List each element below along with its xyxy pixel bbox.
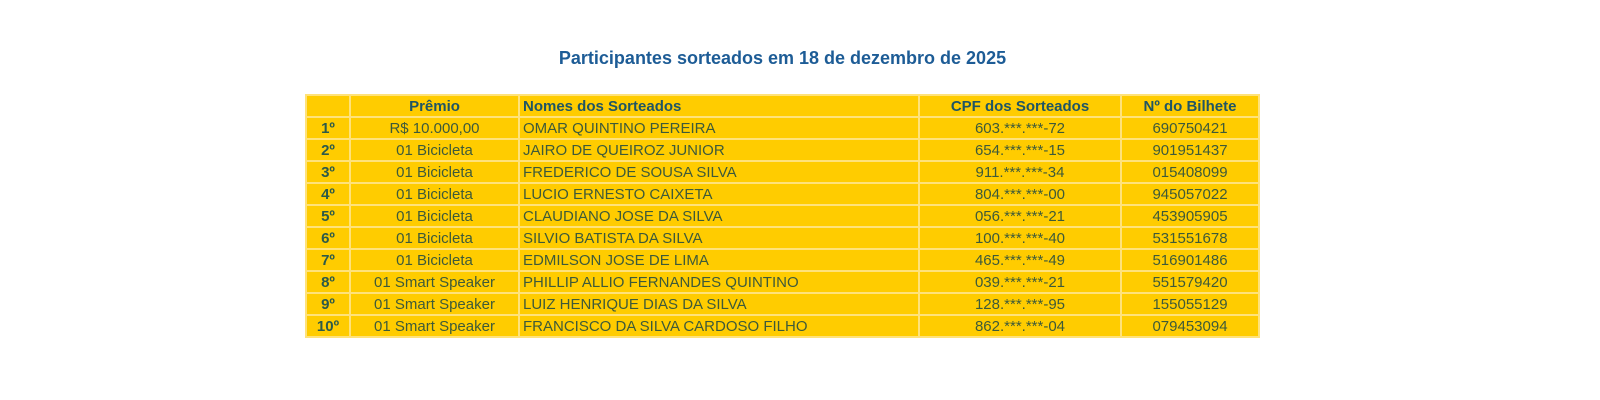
- cell-cpf: 128.***.***-95: [920, 294, 1120, 314]
- cell-name: FREDERICO DE SOUSA SILVA: [520, 162, 918, 182]
- cell-prize: 01 Smart Speaker: [351, 316, 518, 336]
- cell-cpf: 056.***.***-21: [920, 206, 1120, 226]
- cell-ticket: 551579420: [1122, 272, 1258, 292]
- cell-rank: 1º: [307, 118, 349, 138]
- table-row: 7º 01 Bicicleta EDMILSON JOSE DE LIMA 465.*…: [307, 250, 1258, 270]
- cell-cpf: 465.***.***-49: [920, 250, 1120, 270]
- cell-cpf: 039.***.***-21: [920, 272, 1120, 292]
- cell-cpf: 911.***.***-34: [920, 162, 1120, 182]
- cell-ticket: 079453094: [1122, 316, 1258, 336]
- cell-prize: 01 Smart Speaker: [351, 294, 518, 314]
- cell-ticket: 690750421: [1122, 118, 1258, 138]
- cell-prize: 01 Smart Speaker: [351, 272, 518, 292]
- cell-cpf: 654.***.***-15: [920, 140, 1120, 160]
- cell-rank: 9º: [307, 294, 349, 314]
- header-ticket: Nº do Bilhete: [1122, 96, 1258, 116]
- header-row: Prêmio Nomes dos Sorteados CPF dos Sorte…: [307, 96, 1258, 116]
- table-row: 5º 01 Bicicleta CLAUDIANO JOSE DA SILVA 056…: [307, 206, 1258, 226]
- cell-prize: 01 Bicicleta: [351, 206, 518, 226]
- cell-ticket: 516901486: [1122, 250, 1258, 270]
- table-row: 1º R$ 10.000,00 OMAR QUINTINO PEREIRA 603.*…: [307, 118, 1258, 138]
- cell-ticket: 155055129: [1122, 294, 1258, 314]
- cell-name: LUCIO ERNESTO CAIXETA: [520, 184, 918, 204]
- cell-name: PHILLIP ALLIO FERNANDES QUINTINO: [520, 272, 918, 292]
- cell-rank: 2º: [307, 140, 349, 160]
- table-row: 6º 01 Bicicleta SILVIO BATISTA DA SILVA 100…: [307, 228, 1258, 248]
- cell-rank: 6º: [307, 228, 349, 248]
- cell-rank: 7º: [307, 250, 349, 270]
- winners-table: Prêmio Nomes dos Sorteados CPF dos Sorte…: [305, 94, 1260, 338]
- cell-prize: 01 Bicicleta: [351, 162, 518, 182]
- cell-ticket: 453905905: [1122, 206, 1258, 226]
- cell-name: EDMILSON JOSE DE LIMA: [520, 250, 918, 270]
- table-row: 10º 01 Smart Speaker FRANCISCO DA SILVA CA…: [307, 316, 1258, 336]
- cell-rank: 8º: [307, 272, 349, 292]
- cell-prize: 01 Bicicleta: [351, 228, 518, 248]
- cell-ticket: 015408099: [1122, 162, 1258, 182]
- cell-ticket: 901951437: [1122, 140, 1258, 160]
- cell-name: OMAR QUINTINO PEREIRA: [520, 118, 918, 138]
- cell-cpf: 100.***.***-40: [920, 228, 1120, 248]
- table-row: 2º 01 Bicicleta JAIRO DE QUEIROZ JUNIOR 654…: [307, 140, 1258, 160]
- table-row: 8º 01 Smart Speaker PHILLIP ALLIO FERNANDE…: [307, 272, 1258, 292]
- header-prize: Prêmio: [351, 96, 518, 116]
- cell-prize: 01 Bicicleta: [351, 250, 518, 270]
- cell-cpf: 804.***.***-00: [920, 184, 1120, 204]
- cell-rank: 4º: [307, 184, 349, 204]
- header-name: Nomes dos Sorteados: [520, 96, 918, 116]
- cell-rank: 10º: [307, 316, 349, 336]
- cell-prize: 01 Bicicleta: [351, 140, 518, 160]
- cell-name: SILVIO BATISTA DA SILVA: [520, 228, 918, 248]
- cell-cpf: 862.***.***-04: [920, 316, 1120, 336]
- cell-name: FRANCISCO DA SILVA CARDOSO FILHO: [520, 316, 918, 336]
- table-row: 4º 01 Bicicleta LUCIO ERNESTO CAIXETA 804.*…: [307, 184, 1258, 204]
- cell-name: JAIRO DE QUEIROZ JUNIOR: [520, 140, 918, 160]
- table-row: 9º 01 Smart Speaker LUIZ HENRIQUE DIAS DA …: [307, 294, 1258, 314]
- cell-rank: 5º: [307, 206, 349, 226]
- cell-name: LUIZ HENRIQUE DIAS DA SILVA: [520, 294, 918, 314]
- header-cpf: CPF dos Sorteados: [920, 96, 1120, 116]
- cell-prize: R$ 10.000,00: [351, 118, 518, 138]
- cell-rank: 3º: [307, 162, 349, 182]
- page-title: Participantes sorteados em 18 de dezembr…: [558, 48, 1007, 68]
- header-rank: [307, 96, 349, 116]
- cell-ticket: 945057022: [1122, 184, 1258, 204]
- cell-ticket: 531551678: [1122, 228, 1258, 248]
- cell-name: CLAUDIANO JOSE DA SILVA: [520, 206, 918, 226]
- cell-cpf: 603.***.***-72: [920, 118, 1120, 138]
- cell-prize: 01 Bicicleta: [351, 184, 518, 204]
- table-row: 3º 01 Bicicleta FREDERICO DE SOUSA SILVA 91…: [307, 162, 1258, 182]
